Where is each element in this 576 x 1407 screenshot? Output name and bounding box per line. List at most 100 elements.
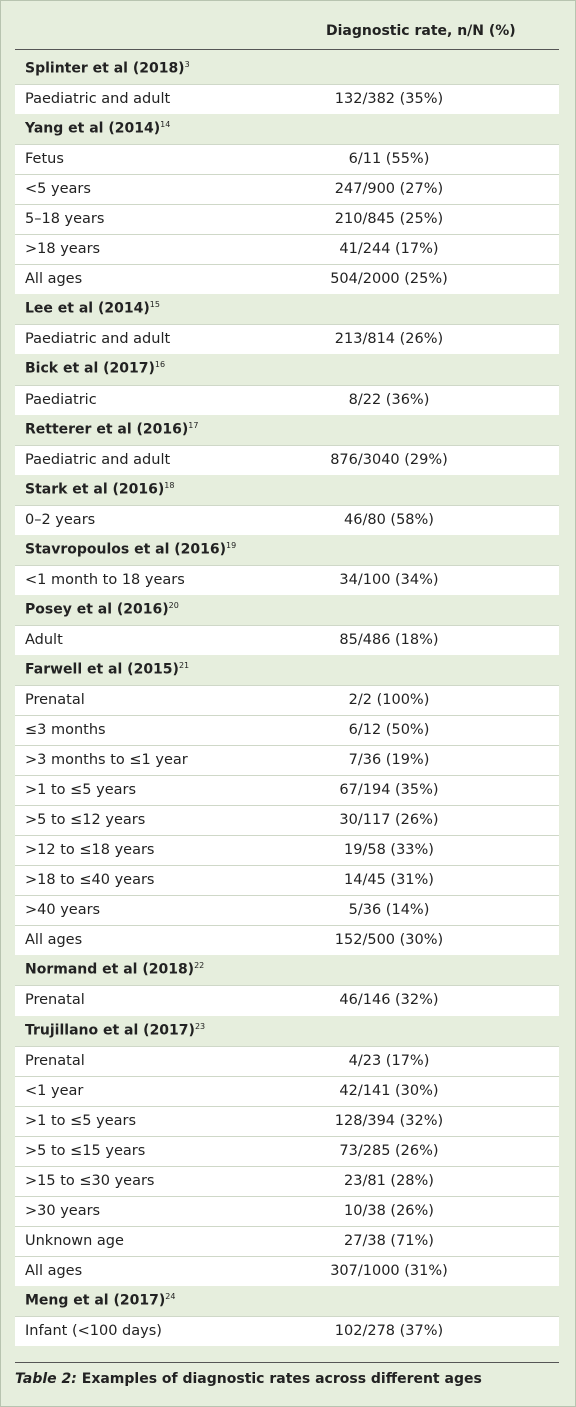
diagnostic-rate: 8/22 (36%) (348, 391, 430, 408)
age-group: >18 to ≤40 years (25, 872, 155, 889)
reference: 23 (194, 1021, 206, 1031)
diagnostic-rate: 73/285 (26%) (339, 1142, 439, 1159)
data-row: >12 to ≤18 years 19/58 (33%) (15, 835, 559, 866)
diagnostic-rate: 7/36 (19%) (348, 752, 430, 769)
age-group: All ages (25, 932, 83, 949)
study-name: Retterer et al (2016) (25, 421, 189, 438)
age-group: <5 years (25, 181, 91, 198)
diagnostic-rate: 213/814 (26%) (334, 331, 444, 348)
caption: Table 2: Examples of diagnostic rates ac… (15, 1362, 559, 1387)
reference: 18 (164, 480, 175, 490)
data-row: All ages 504/2000 (25%) (15, 264, 559, 295)
group-row: Posey et al (2016)20 (15, 595, 559, 625)
data-row: Prenatal 46/146 (32%) (15, 985, 559, 1016)
study-name: Lee et al (2014) (25, 301, 150, 318)
age-group: >12 to ≤18 years (25, 842, 155, 859)
table-body: Splinter et al (2018)3 Paediatric and adu… (15, 54, 559, 1347)
age-group: Fetus (25, 151, 64, 168)
reference: 24 (165, 1291, 176, 1301)
group-row: Meng et al (2017)24 (15, 1286, 559, 1316)
reference: 14 (160, 120, 171, 130)
study-cell: Farwell et al (2015)21 (25, 661, 189, 678)
age-group: >1 to ≤5 years (25, 782, 137, 799)
reference: 20 (168, 600, 179, 610)
column-header: Diagnostic rate, n/N (%) (326, 23, 516, 39)
study-name: Yang et al (2014) (25, 120, 161, 137)
data-row: Adult 85/486 (18%) (15, 624, 559, 655)
data-row: All ages 152/500 (30%) (15, 925, 559, 956)
age-group: Adult (25, 631, 63, 648)
age-group: >3 months to ≤1 year (25, 752, 188, 769)
diagnostic-rate: 152/500 (30%) (334, 932, 444, 949)
data-row: Paediatric and adult 876/3040 (29%) (15, 444, 559, 475)
age-group: <1 year (25, 1082, 84, 1099)
diagnostic-rate: 132/382 (35%) (334, 91, 444, 108)
diagnostic-rate: 6/12 (50%) (348, 722, 430, 739)
data-row: All ages 307/1000 (31%) (15, 1255, 559, 1286)
data-row: >5 to ≤12 years 30/117 (26%) (15, 805, 559, 836)
study-cell: Trujillano et al (2017)23 (25, 1022, 205, 1039)
study-cell: Meng et al (2017)24 (25, 1292, 175, 1309)
age-group: All ages (25, 1262, 83, 1279)
group-row: Retterer et al (2016)17 (15, 415, 559, 445)
data-row: <1 year 42/141 (30%) (15, 1075, 559, 1106)
group-row: Stavropoulos et al (2016)19 (15, 535, 559, 565)
diagnostic-rate: 67/194 (35%) (339, 782, 439, 799)
data-row: <1 month to 18 years 34/100 (34%) (15, 564, 559, 595)
study-cell: Splinter et al (2018)3 (25, 60, 190, 77)
age-group: >30 years (25, 1202, 101, 1219)
reference: 19 (226, 540, 237, 550)
data-row: >1 to ≤5 years 67/194 (35%) (15, 775, 559, 806)
reference: 16 (154, 360, 166, 370)
group-row: Splinter et al (2018)3 (15, 54, 559, 84)
age-group: All ages (25, 271, 83, 288)
study-name: Splinter et al (2018) (25, 60, 185, 77)
study-cell: Bick et al (2017)16 (25, 360, 165, 377)
diagnostic-rate: 46/80 (58%) (344, 511, 434, 528)
data-row: Paediatric and adult 132/382 (35%) (15, 84, 559, 115)
study-cell: Normand et al (2018)22 (25, 961, 204, 978)
data-row: >40 years 5/36 (14%) (15, 895, 559, 926)
age-group: Prenatal (25, 1052, 85, 1069)
age-group: ≤3 months (25, 722, 106, 739)
age-group: Paediatric and adult (25, 91, 171, 108)
data-row: Infant (<100 days) 102/278 (37%) (15, 1315, 559, 1347)
study-name: Normand et al (2018) (25, 962, 195, 979)
data-row: >15 to ≤30 years 23/81 (28%) (15, 1165, 559, 1196)
group-row: Farwell et al (2015)21 (15, 655, 559, 685)
data-row: >3 months to ≤1 year 7/36 (19%) (15, 745, 559, 776)
age-group: Unknown age (25, 1232, 124, 1249)
group-row: Bick et al (2017)16 (15, 354, 559, 384)
diagnostic-rate: 307/1000 (31%) (330, 1262, 448, 1279)
data-row: Paediatric and adult 213/814 (26%) (15, 324, 559, 355)
age-group: >5 to ≤12 years (25, 812, 146, 829)
table-header: Diagnostic rate, n/N (%) (15, 15, 559, 50)
caption-text: Examples of diagnostic rates across diff… (81, 1371, 482, 1387)
study-cell: Lee et al (2014)15 (25, 300, 160, 317)
age-group: Paediatric and adult (25, 451, 171, 468)
diagnostic-rate: 27/38 (71%) (344, 1232, 434, 1249)
group-row: Trujillano et al (2017)23 (15, 1016, 559, 1046)
study-name: Posey et al (2016) (25, 601, 169, 618)
group-row: Yang et al (2014)14 (15, 114, 559, 144)
age-group: >15 to ≤30 years (25, 1172, 155, 1189)
group-row: Stark et al (2016)18 (15, 475, 559, 505)
data-row: >30 years 10/38 (26%) (15, 1195, 559, 1226)
diagnostic-rate: 42/141 (30%) (339, 1082, 439, 1099)
diagnostic-rate: 23/81 (28%) (344, 1172, 434, 1189)
age-group: Infant (<100 days) (25, 1322, 162, 1339)
age-group: 0–2 years (25, 511, 96, 528)
group-row: Lee et al (2014)15 (15, 294, 559, 324)
age-group: >1 to ≤5 years (25, 1112, 137, 1129)
diagnostic-rate: 2/2 (100%) (348, 691, 430, 708)
diagnostic-rate: 4/23 (17%) (348, 1052, 430, 1069)
diagnostic-rate: 19/58 (33%) (344, 842, 434, 859)
study-name: Stavropoulos et al (2016) (25, 541, 227, 558)
age-group: >40 years (25, 902, 101, 919)
group-row: Normand et al (2018)22 (15, 955, 559, 985)
reference: 22 (194, 961, 205, 971)
age-group: <1 month to 18 years (25, 571, 185, 588)
age-group: Paediatric (25, 391, 97, 408)
data-row: >5 to ≤15 years 73/285 (26%) (15, 1135, 559, 1166)
